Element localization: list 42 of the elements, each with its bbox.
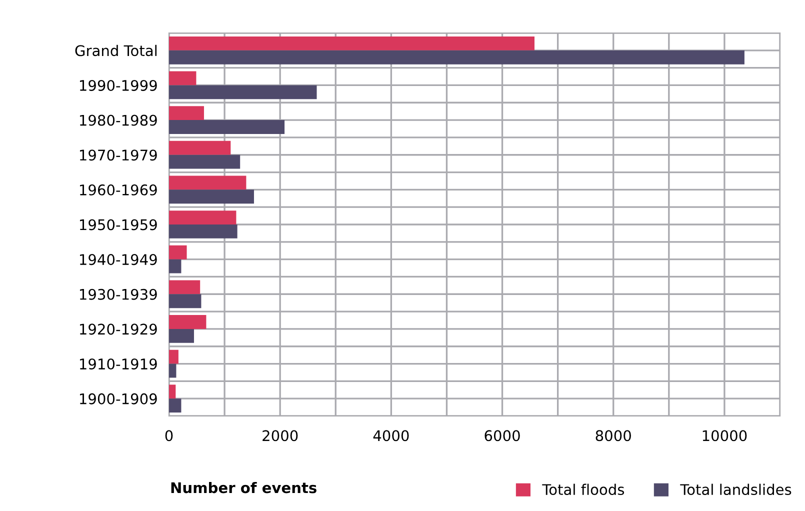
y-tick-label: 1900-1909 [80,393,157,404]
bar [169,328,194,343]
bar [169,259,182,274]
bar [169,280,200,294]
bar [169,106,204,120]
y-tick-label: 1930-1939 [80,288,157,300]
bar [169,154,240,169]
y-tick-label: 1950-1959 [80,219,157,230]
bar [169,384,176,399]
bar [169,140,231,155]
bar [169,85,317,100]
bar [169,210,236,224]
bar [169,350,178,364]
y-tick-label: 1940-1949 [80,254,157,266]
bar [169,176,246,190]
x-tick-label: 0 [165,430,173,442]
x-tick-label: 6000 [484,430,520,442]
y-tick-label: 1990-1999 [80,80,157,91]
legend-label: Total landslides [680,484,792,496]
bar [169,315,206,329]
bar [169,245,187,260]
bar [169,50,744,64]
x-tick-label: 10000 [702,430,747,442]
y-tick-label: 1920-1929 [80,324,157,335]
bar [169,190,254,204]
bar [169,36,534,50]
legend-label: Total floods [542,484,624,496]
bar [169,398,182,413]
bar [169,364,176,378]
x-axis-title: Number of events [171,482,316,494]
x-tick-label: 4000 [373,430,409,442]
y-tick-label: 1980-1989 [80,114,157,126]
y-tick-label: 1960-1969 [80,184,157,196]
bar [169,224,238,238]
bar [169,120,285,134]
bar [169,294,202,308]
x-tick-label: 2000 [262,430,298,442]
y-tick-label: Grand Total [75,44,157,56]
y-tick-label: 1910-1919 [80,358,157,370]
y-tick-label: 1970-1979 [80,150,157,161]
bar [169,71,196,86]
x-tick-label: 8000 [596,430,631,442]
